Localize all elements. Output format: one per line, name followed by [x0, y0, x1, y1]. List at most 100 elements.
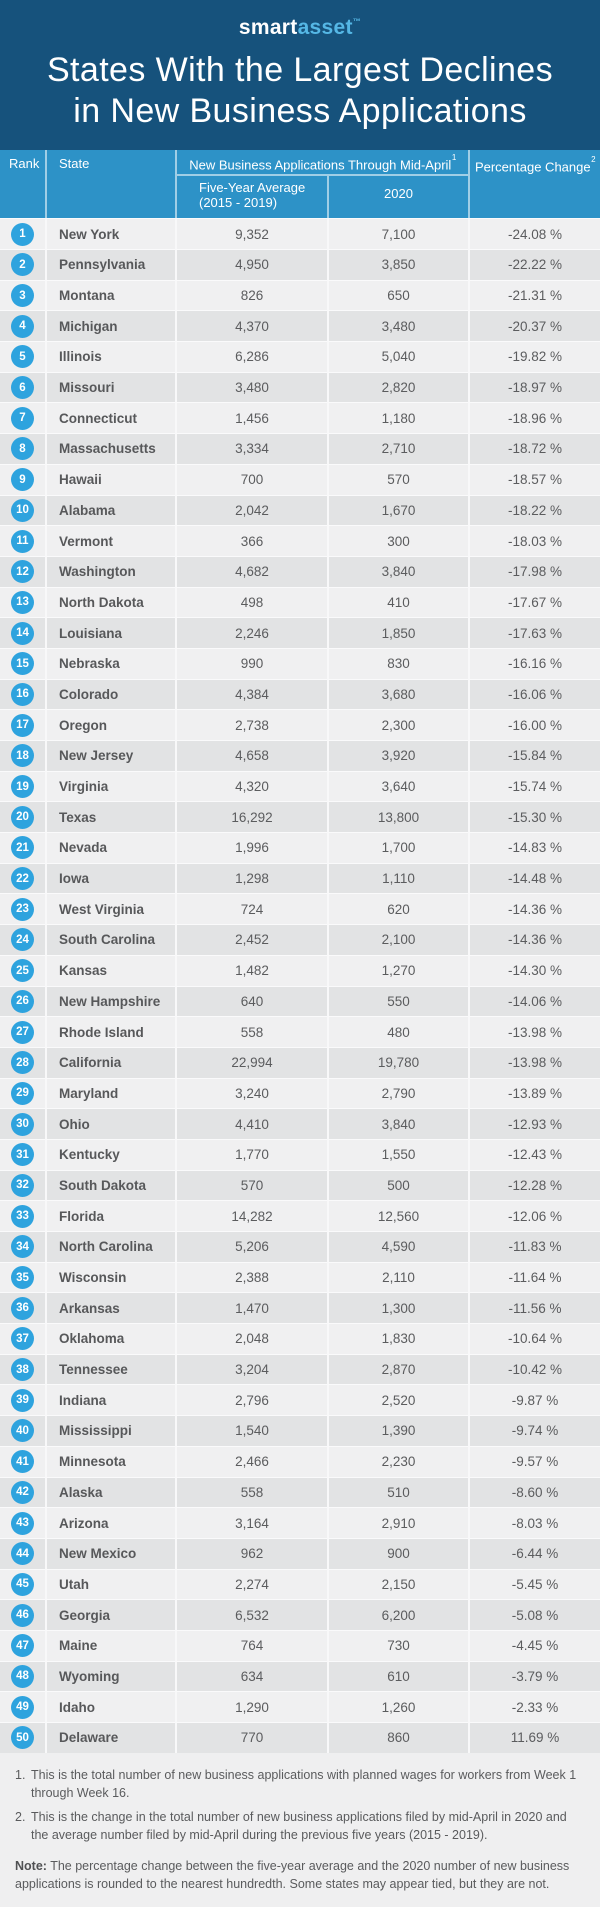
rank-badge: 30: [11, 1112, 34, 1136]
table-row: 43 Arizona 3,164 2,910 -8.03 %: [0, 1507, 600, 1538]
five-year-average-value: 4,950: [175, 249, 327, 280]
five-year-average-value: 16,292: [175, 801, 327, 833]
percentage-change-value: -16.16 %: [468, 647, 600, 679]
state-name: Iowa: [45, 862, 175, 894]
rank-badge: 36: [11, 1296, 34, 1320]
column-header-rank: Rank: [0, 150, 45, 219]
rank-cell: 29: [0, 1077, 45, 1109]
table-row: 41 Minnesota 2,466 2,230 -9.57 %: [0, 1445, 600, 1477]
rank-cell: 14: [0, 617, 45, 648]
value-2020: 1,110: [327, 862, 469, 894]
rank-cell: 34: [0, 1231, 45, 1262]
table-row: 42 Alaska 558 510 -8.60 %: [0, 1476, 600, 1508]
value-2020: 13,800: [327, 801, 469, 833]
value-2020: 480: [327, 1016, 469, 1047]
five-year-average-value: 3,334: [175, 433, 327, 464]
footnote-2-number: 2.: [15, 1809, 26, 1824]
percentage-change-value: -18.96 %: [468, 402, 600, 434]
page-title: States With the Largest Declines in New B…: [0, 50, 600, 132]
rank-cell: 8: [0, 433, 45, 464]
state-name: Nevada: [45, 832, 175, 863]
rank-cell: 7: [0, 402, 45, 433]
rank-badge: 19: [11, 775, 34, 799]
table-row: 16 Colorado 4,384 3,680 -16.06 %: [0, 678, 600, 710]
footnote-1-number: 1.: [15, 1767, 26, 1782]
rank-cell: 39: [0, 1384, 45, 1415]
rank-badge: 17: [11, 713, 34, 737]
five-year-average-value: 2,738: [175, 709, 327, 741]
percentage-change-value: -18.57 %: [468, 463, 600, 495]
state-name: Arizona: [45, 1507, 175, 1538]
table-row: 7 Connecticut 1,456 1,180 -18.96 %: [0, 402, 600, 434]
value-2020: 4,590: [327, 1231, 469, 1262]
rank-badge: 4: [11, 314, 34, 338]
five-year-average-value: 4,682: [175, 555, 327, 587]
percentage-change-value: -13.98 %: [468, 1046, 600, 1078]
state-name: Minnesota: [45, 1445, 175, 1477]
rank-badge: 40: [11, 1419, 34, 1443]
state-name: Georgia: [45, 1599, 175, 1630]
rank-cell: 21: [0, 832, 45, 863]
percentage-change-value: -9.57 %: [468, 1445, 600, 1477]
table-row: 22 Iowa 1,298 1,110 -14.48 %: [0, 862, 600, 894]
state-name: Rhode Island: [45, 1016, 175, 1047]
table-row: 15 Nebraska 990 830 -16.16 %: [0, 647, 600, 679]
percentage-change-value: -8.60 %: [468, 1476, 600, 1508]
rank-cell: 27: [0, 1016, 45, 1047]
value-2020: 1,270: [327, 954, 469, 986]
state-name: Hawaii: [45, 463, 175, 495]
rank-badge: 46: [11, 1603, 34, 1627]
five-year-average-value: 558: [175, 1476, 327, 1508]
table-row: 27 Rhode Island 558 480 -13.98 %: [0, 1016, 600, 1047]
rank-cell: 20: [0, 801, 45, 832]
value-2020: 1,300: [327, 1292, 469, 1324]
rank-badge: 33: [11, 1204, 34, 1228]
rank-badge: 35: [11, 1266, 34, 1290]
five-year-average-value: 990: [175, 647, 327, 679]
value-2020: 6,200: [327, 1599, 469, 1630]
table-row: 6 Missouri 3,480 2,820 -18.97 %: [0, 371, 600, 403]
value-2020: 620: [327, 893, 469, 925]
table-body: 1 New York 9,352 7,100 -24.08 % 2 Pennsy…: [0, 218, 600, 1753]
rank-cell: 11: [0, 525, 45, 556]
table-row: 17 Oregon 2,738 2,300 -16.00 %: [0, 709, 600, 741]
value-2020: 19,780: [327, 1046, 469, 1078]
five-year-average-value: 770: [175, 1722, 327, 1753]
table-row: 20 Texas 16,292 13,800 -15.30 %: [0, 801, 600, 833]
rank-badge: 16: [11, 682, 34, 706]
table-row: 9 Hawaii 700 570 -18.57 %: [0, 463, 600, 495]
five-year-average-value: 2,274: [175, 1568, 327, 1600]
state-name: Texas: [45, 801, 175, 833]
percentage-change-value: -8.03 %: [468, 1507, 600, 1538]
rank-badge: 24: [11, 928, 34, 952]
percentage-change-value: -11.56 %: [468, 1292, 600, 1324]
five-year-average-value: 1,290: [175, 1691, 327, 1723]
rank-badge: 9: [11, 468, 34, 492]
rank-cell: 4: [0, 310, 45, 341]
state-name: Utah: [45, 1568, 175, 1600]
five-year-average-value: 764: [175, 1629, 327, 1661]
five-year-average-value: 1,540: [175, 1415, 327, 1446]
percentage-change-value: -12.43 %: [468, 1138, 600, 1170]
footnote-1-text: This is the total number of new business…: [31, 1767, 577, 1800]
rank-badge: 8: [11, 437, 34, 461]
table-header: Rank State New Business Applications Thr…: [0, 150, 600, 219]
value-2020: 860: [327, 1722, 469, 1753]
state-name: Mississippi: [45, 1415, 175, 1446]
value-2020: 3,480: [327, 310, 469, 342]
state-name: Maryland: [45, 1077, 175, 1109]
state-name: Wisconsin: [45, 1261, 175, 1293]
state-name: Illinois: [45, 341, 175, 372]
rank-badge: 5: [11, 345, 34, 369]
rank-cell: 24: [0, 924, 45, 955]
rank-cell: 36: [0, 1292, 45, 1323]
rank-badge: 2: [11, 253, 34, 277]
table-row: 2 Pennsylvania 4,950 3,850 -22.22 %: [0, 249, 600, 280]
value-2020: 1,390: [327, 1415, 469, 1446]
rank-cell: 38: [0, 1353, 45, 1385]
state-name: Oklahoma: [45, 1323, 175, 1354]
five-year-average-value: 4,370: [175, 310, 327, 342]
table-row: 26 New Hampshire 640 550 -14.06 %: [0, 985, 600, 1017]
state-name: Connecticut: [45, 402, 175, 434]
